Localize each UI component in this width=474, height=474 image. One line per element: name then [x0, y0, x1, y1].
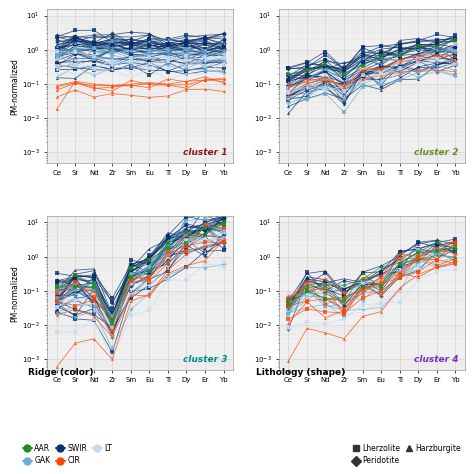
Text: cluster 1: cluster 1 [182, 147, 227, 156]
Legend: AAR, GAK, SWIR, CIR, LT: AAR, GAK, SWIR, CIR, LT [23, 444, 112, 465]
Text: cluster 2: cluster 2 [414, 147, 459, 156]
Text: Lithology (shape): Lithology (shape) [256, 368, 345, 377]
Y-axis label: PM-normalized: PM-normalized [10, 264, 19, 321]
Y-axis label: PM-normalized: PM-normalized [10, 58, 19, 115]
Text: cluster 4: cluster 4 [414, 355, 459, 364]
Text: cluster 3: cluster 3 [182, 355, 227, 364]
Legend: Lherzolite, Peridotite, Harzburgite: Lherzolite, Peridotite, Harzburgite [352, 444, 461, 465]
Text: Ridge (color): Ridge (color) [28, 368, 94, 377]
